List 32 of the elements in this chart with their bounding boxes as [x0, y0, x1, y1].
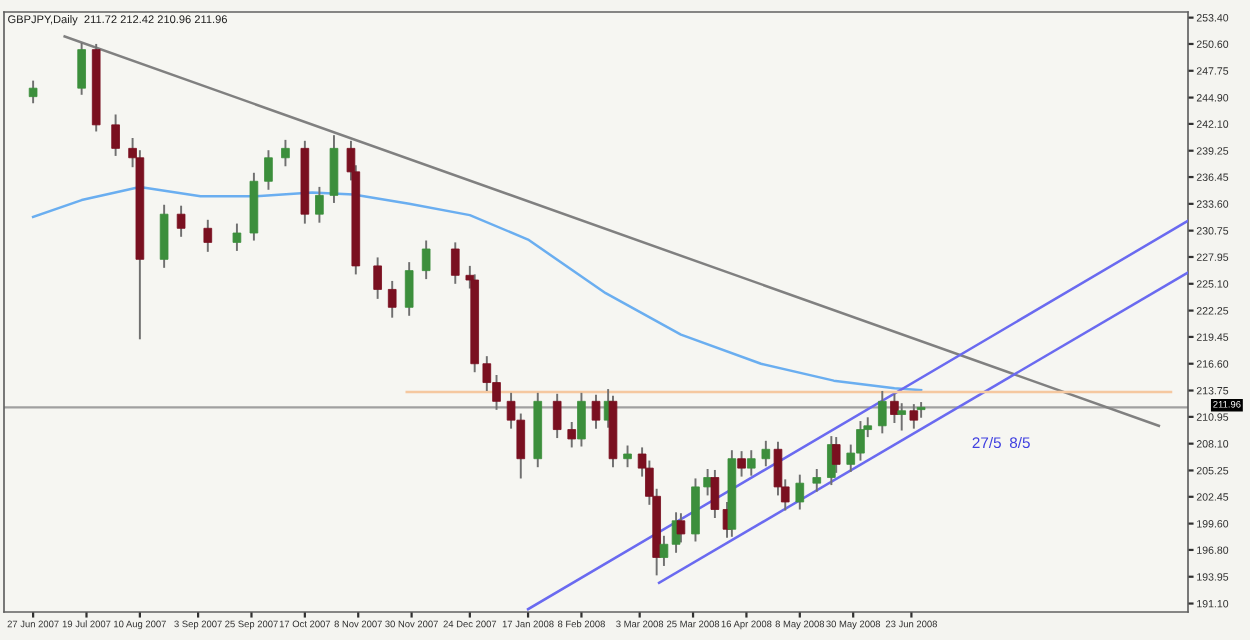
candlestick [623, 445, 632, 468]
candlestick [404, 262, 414, 316]
candlestick [591, 394, 601, 429]
candlestick [450, 242, 460, 284]
candlestick [421, 240, 431, 280]
candlestick [232, 223, 242, 251]
candlestick [264, 150, 273, 190]
candlestick [909, 404, 919, 429]
candlestick [567, 422, 577, 448]
candlestick [387, 280, 397, 318]
candlestick [373, 257, 382, 299]
candlestick [890, 393, 899, 423]
candlestick [28, 80, 38, 104]
candlestick [577, 392, 586, 447]
candlestick [77, 43, 86, 95]
line-series [31, 185, 923, 392]
candlestick [176, 205, 186, 237]
candlestick [329, 135, 339, 203]
candlestick [159, 204, 169, 268]
candlestick [761, 440, 771, 467]
candlestick [795, 474, 805, 510]
candlestick [281, 139, 290, 167]
candlestick [203, 219, 213, 252]
candlestick [111, 114, 120, 156]
candlestick [877, 390, 887, 434]
candlestick [552, 393, 562, 439]
candlestick [746, 450, 756, 476]
candlestick [737, 451, 746, 477]
candlestick [315, 186, 324, 223]
candlestick [897, 403, 907, 431]
candlestick [659, 535, 669, 566]
candlestick [812, 469, 822, 492]
